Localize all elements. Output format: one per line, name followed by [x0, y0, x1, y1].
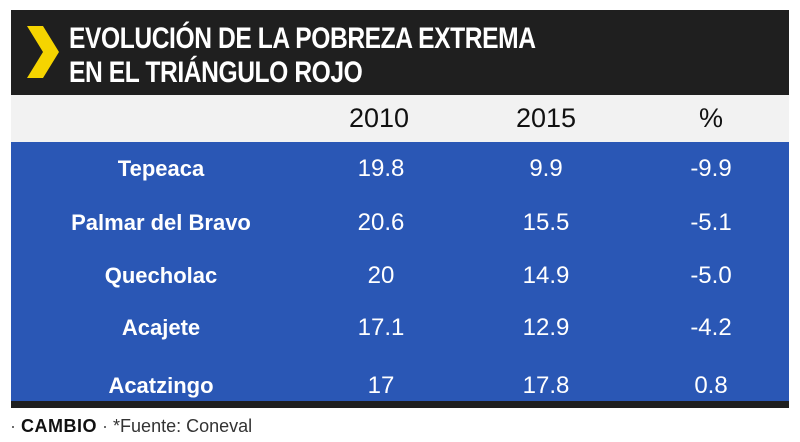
table-row: Acajete 17.1 12.9 -4.2: [11, 308, 789, 348]
table-header: 2010 2015 %: [11, 95, 789, 142]
value-2010: 17: [367, 372, 395, 399]
infographic-frame: EVOLUCIÓN DE LA POBREZA EXTREMA EN EL TR…: [11, 10, 789, 408]
column-header-2010: 2010: [348, 103, 410, 133]
footer: · CAMBIO · *Fuente: Coneval: [10, 416, 252, 437]
value-2015: 15.5: [522, 209, 570, 236]
municipality-name: Acajete: [121, 315, 201, 340]
municipality-name: Acatzingo: [108, 373, 214, 398]
value-percent: -9.9: [690, 155, 732, 182]
bottom-rule: [11, 401, 789, 408]
table-row: Tepeaca 19.8 9.9 -9.9: [11, 149, 789, 189]
source-note: *Fuente: Coneval: [113, 416, 253, 436]
municipality-name: Quecholac: [104, 263, 218, 288]
brand-logo: CAMBIO: [21, 416, 98, 436]
separator-dot: ·: [102, 416, 109, 436]
page-title: EVOLUCIÓN DE LA POBREZA EXTREMA EN EL TR…: [69, 22, 536, 90]
value-2015: 17.8: [522, 372, 570, 399]
value-percent: -4.2: [690, 314, 732, 341]
value-percent: 0.8: [694, 372, 728, 399]
value-2015: 9.9: [529, 155, 563, 182]
value-2010: 17.1: [357, 314, 405, 341]
table-row: Palmar del Bravo 20.6 15.5 -5.1: [11, 203, 789, 243]
value-2010: 19.8: [357, 155, 405, 182]
separator-dot: ·: [10, 416, 16, 436]
value-2015: 14.9: [522, 262, 570, 289]
value-2015: 12.9: [522, 314, 570, 341]
table-row: Acatzingo 17 17.8 0.8: [11, 366, 789, 406]
table-row: Quecholac 20 14.9 -5.0: [11, 256, 789, 296]
municipality-name: Palmar del Bravo: [71, 210, 251, 235]
chevron-icon: [27, 26, 59, 78]
title-line-2: EN EL TRIÁNGULO ROJO: [69, 56, 363, 89]
table-body: Tepeaca 19.8 9.9 -9.9 Palmar del Bravo 2…: [11, 142, 789, 401]
value-2010: 20.6: [357, 209, 405, 236]
title-line-1: EVOLUCIÓN DE LA POBREZA EXTREMA: [69, 22, 536, 55]
column-header-percent: %: [698, 103, 723, 133]
column-header-2015: 2015: [515, 103, 577, 133]
value-percent: -5.0: [690, 262, 732, 289]
title-band: EVOLUCIÓN DE LA POBREZA EXTREMA EN EL TR…: [11, 10, 789, 95]
municipality-name: Tepeaca: [117, 156, 205, 181]
value-percent: -5.1: [690, 209, 732, 236]
value-2010: 20: [367, 262, 395, 289]
